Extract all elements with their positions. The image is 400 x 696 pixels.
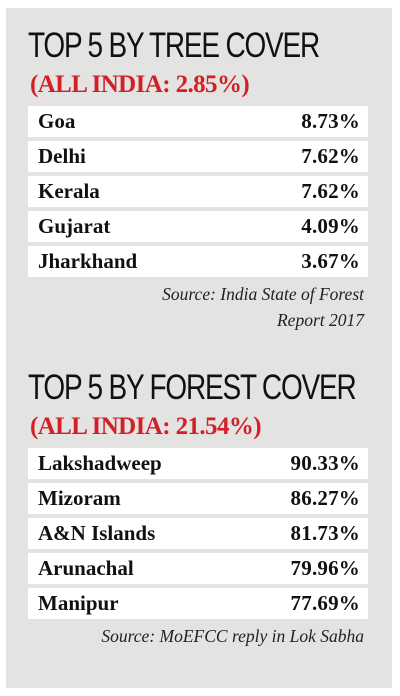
tree-cover-percentage-value: 3.67%	[301, 249, 360, 273]
forest-cover-row: Mizoram 86.27%	[28, 483, 368, 514]
frame-border-bottom	[0, 688, 400, 696]
forest-cover-row: Manipur 77.69%	[28, 588, 368, 619]
tree-cover-state-label: Delhi	[38, 144, 86, 168]
forest-cover-percentage-value: 77.69%	[290, 591, 360, 615]
tree-cover-row: Goa 8.73%	[28, 106, 368, 137]
tree-cover-state-label: Gujarat	[38, 214, 111, 238]
forest-cover-source-line-1: Source: MoEFCC reply in Lok Sabha	[101, 626, 364, 646]
forest-cover-row: Lakshadweep 90.33%	[28, 448, 368, 479]
forest-cover-state-label: A&N Islands	[38, 521, 156, 545]
tree-cover-row: Gujarat 4.09%	[28, 211, 368, 242]
tree-cover-source-line-2: Report 2017	[276, 310, 364, 330]
forest-cover-percentage-value: 86.27%	[290, 486, 360, 510]
tree-cover-row: Delhi 7.62%	[28, 141, 368, 172]
frame-border-top	[0, 0, 400, 8]
forest-cover-title: TOP 5 BY FOREST COVER	[28, 368, 357, 407]
tree-cover-percentage-value: 7.62%	[301, 144, 360, 168]
tree-cover-row: Kerala 7.62%	[28, 176, 368, 207]
forest-cover-percentage-value: 90.33%	[290, 451, 360, 475]
tree-cover-source-line-1: Source: India State of Forest	[162, 284, 364, 304]
forest-cover-state-label: Mizoram	[38, 486, 121, 510]
forest-cover-row: Arunachal 79.96%	[28, 553, 368, 584]
forest-cover-section: TOP 5 BY FOREST COVER (ALL INDIA: 21.54%…	[28, 368, 368, 649]
forest-cover-row: A&N Islands 81.73%	[28, 518, 368, 549]
forest-cover-all-india: (ALL INDIA: 21.54%)	[30, 413, 262, 440]
tree-cover-source: Source: India State of Forest Report 201…	[28, 281, 368, 333]
forest-cover-table: Lakshadweep 90.33% Mizoram 86.27% A&N Island…	[28, 448, 368, 619]
tree-cover-state-label: Jharkhand	[38, 249, 138, 273]
tree-cover-title: TOP 5 BY TREE COVER	[28, 26, 320, 65]
tree-cover-percentage-value: 7.62%	[301, 179, 360, 203]
tree-cover-percentage-value: 8.73%	[301, 109, 360, 133]
forest-cover-state-label: Arunachal	[38, 556, 134, 580]
forest-cover-state-label: Lakshadweep	[38, 451, 162, 475]
frame-border-right	[392, 0, 400, 696]
forest-cover-source: Source: MoEFCC reply in Lok Sabha	[28, 623, 368, 649]
forest-cover-state-label: Manipur	[38, 591, 119, 615]
frame-border-left	[0, 0, 6, 696]
tree-cover-all-india: (ALL INDIA: 2.85%)	[30, 71, 250, 98]
forest-cover-percentage-value: 81.73%	[290, 521, 360, 545]
tree-cover-table: Goa 8.73% Delhi 7.62% Kerala 7.62% Gujarat 4.09…	[28, 106, 368, 277]
tree-cover-state-label: Goa	[38, 109, 76, 133]
tree-cover-section: TOP 5 BY TREE COVER (ALL INDIA: 2.85%) G…	[28, 26, 368, 333]
tree-cover-state-label: Kerala	[38, 179, 100, 203]
forest-cover-percentage-value: 79.96%	[290, 556, 360, 580]
tree-cover-row: Jharkhand 3.67%	[28, 246, 368, 277]
tree-cover-percentage-value: 4.09%	[301, 214, 360, 238]
